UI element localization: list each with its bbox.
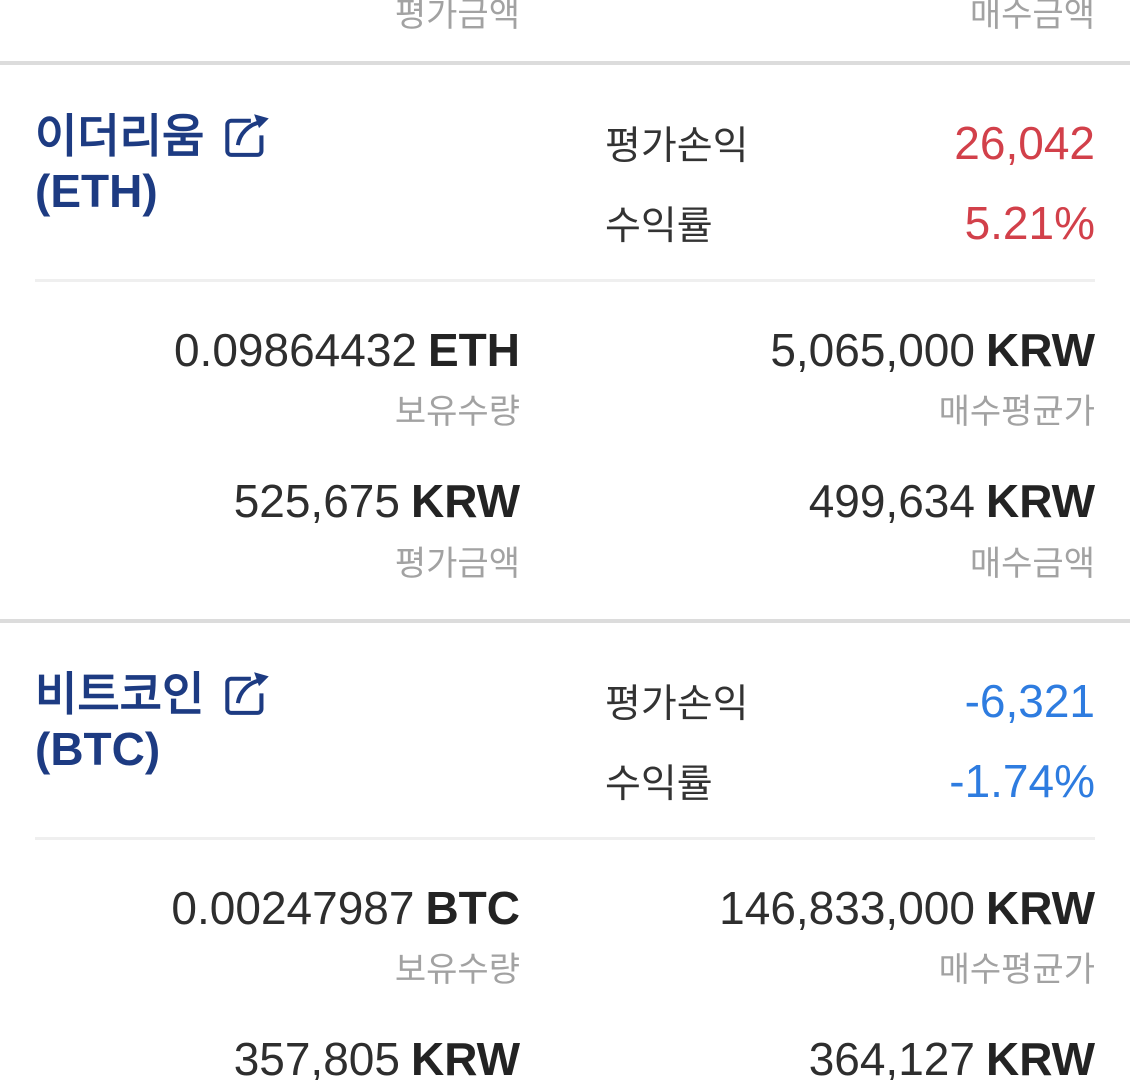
stats-row: 0.09864432 ETH 보유수량 5,065,000 KRW 매수평균가 bbox=[35, 326, 1095, 433]
rate-label: 수익률 bbox=[605, 762, 713, 806]
coin-symbol: (BTC) bbox=[35, 722, 161, 775]
buy-amount-value: 499,634 bbox=[808, 475, 975, 528]
coin-header: 이더리움 (ETH) 평가손익 26,042 bbox=[35, 109, 1095, 251]
pl-row: 평가손익 26,042 bbox=[605, 115, 1095, 171]
coin-name: 비트코인 bbox=[35, 667, 205, 720]
eval-amount-label: 평가금액 bbox=[394, 544, 520, 583]
rate-row: 수익률 5.21% bbox=[605, 195, 1095, 251]
rate-value: 5.21% bbox=[964, 197, 1095, 249]
avg-buy-price-label: 매수평균가 bbox=[938, 393, 1095, 432]
avg-buy-price-label: 매수평균가 bbox=[938, 950, 1095, 989]
eval-amount-value: 525,675 bbox=[233, 475, 400, 528]
rate-value: -1.74% bbox=[949, 754, 1095, 807]
divider bbox=[0, 618, 1130, 623]
coin-name-link[interactable]: 비트코인 bbox=[35, 667, 272, 723]
coin-title-block: 이더리움 (ETH) bbox=[35, 109, 272, 218]
avg-buy-price-unit: KRW bbox=[985, 881, 1095, 934]
quantity-label: 보유수량 bbox=[394, 393, 520, 432]
coin-symbol: (ETH) bbox=[35, 165, 158, 217]
buy-amount-unit: KRW bbox=[985, 475, 1095, 528]
stat-quantity: 0.00247987 BTC 보유수량 bbox=[35, 881, 520, 991]
external-link-icon[interactable] bbox=[220, 667, 272, 723]
pl-value: -6,321 bbox=[964, 674, 1095, 727]
stats-row: 0.00247987 BTC 보유수량 146,833,000 KRW 매수평균가 bbox=[35, 881, 1095, 991]
coin-title-block: 비트코인 (BTC) bbox=[35, 667, 272, 776]
holding-stats: 0.00247987 BTC 보유수량 146,833,000 KRW 매수평균가 … bbox=[35, 840, 1095, 1080]
pl-block: 평가손익 -6,321 수익률 -1.74% bbox=[605, 667, 1095, 809]
rate-row: 수익률 -1.74% bbox=[605, 753, 1095, 809]
buy-amount-value: 364,127 bbox=[808, 1032, 975, 1080]
avg-buy-price-value: 146,833,000 bbox=[719, 881, 975, 934]
stat-quantity: 0.09864432 ETH 보유수량 bbox=[35, 326, 520, 433]
stat-eval-amount: 525,675 KRW 평가금액 bbox=[35, 477, 520, 584]
quantity-unit: BTC bbox=[425, 881, 520, 934]
divider bbox=[0, 61, 1130, 65]
pl-label: 평가손익 bbox=[605, 682, 749, 726]
pl-value: 26,042 bbox=[954, 117, 1095, 169]
quantity-unit: ETH bbox=[428, 324, 520, 376]
avg-buy-price-value: 5,065,000 bbox=[770, 324, 975, 376]
pl-row: 평가손익 -6,321 bbox=[605, 673, 1095, 729]
coin-name-link[interactable]: 이더리움 bbox=[35, 109, 272, 165]
stats-row: 525,675 KRW 평가금액 499,634 KRW 매수금액 bbox=[35, 477, 1095, 584]
stat-buy-amount: 499,634 KRW 매수금액 bbox=[520, 477, 1095, 584]
eval-amount-unit: KRW bbox=[410, 1032, 520, 1080]
pl-label: 평가손익 bbox=[605, 125, 749, 168]
stat-avg-buy-price: 5,065,000 KRW 매수평균가 bbox=[520, 326, 1095, 433]
eval-amount-unit: KRW bbox=[410, 475, 520, 528]
pl-block: 평가손익 26,042 수익률 5.21% bbox=[605, 109, 1095, 251]
external-link-icon[interactable] bbox=[220, 109, 272, 165]
stat-avg-buy-price: 146,833,000 KRW 매수평균가 bbox=[520, 881, 1095, 991]
holding-section-eth: 이더리움 (ETH) 평가손익 26,042 bbox=[0, 65, 1130, 619]
holding-stats: 0.09864432 ETH 보유수량 5,065,000 KRW 매수평균가 52… bbox=[35, 282, 1095, 619]
previous-holding-cutoff-row: 평가금액 매수금액 bbox=[0, 0, 1130, 61]
divider bbox=[35, 279, 1095, 282]
buy-amount-unit: KRW bbox=[985, 1032, 1095, 1080]
coin-name: 이더리움 bbox=[35, 110, 205, 163]
buy-amount-label: 매수금액 bbox=[969, 0, 1095, 34]
holding-section-btc: 비트코인 (BTC) 평가손익 -6,321 bbox=[0, 623, 1130, 1080]
coin-header: 비트코인 (BTC) 평가손익 -6,321 bbox=[35, 667, 1095, 809]
avg-buy-price-unit: KRW bbox=[985, 324, 1095, 376]
buy-amount-label: 매수금액 bbox=[969, 544, 1095, 583]
eval-amount-value: 357,805 bbox=[233, 1032, 400, 1080]
quantity-label: 보유수량 bbox=[394, 950, 520, 989]
divider bbox=[35, 836, 1095, 840]
rate-label: 수익률 bbox=[605, 205, 713, 248]
eval-amount-label: 평가금액 bbox=[394, 0, 520, 34]
quantity-value: 0.00247987 bbox=[171, 881, 415, 934]
quantity-value: 0.09864432 bbox=[173, 324, 417, 376]
